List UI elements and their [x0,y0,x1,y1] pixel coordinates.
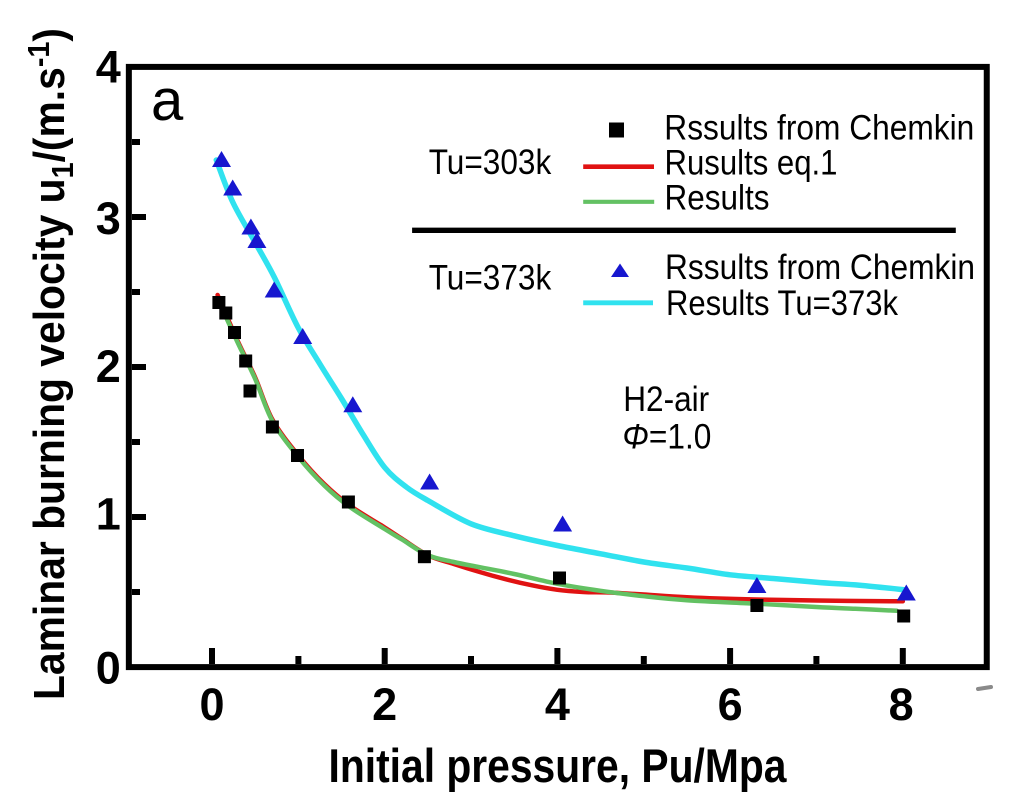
svg-text:Laminar burning velocity u1/(m: Laminar burning velocity u1/(m.s-1) [21,28,80,700]
svg-text:Results Tu=373k: Results Tu=373k [666,284,898,323]
svg-text:2: 2 [372,679,397,730]
svg-text:Rssults from Chemkin: Rssults from Chemkin [664,108,974,147]
svg-text:a: a [151,68,184,133]
svg-text:Results: Results [665,179,770,218]
svg-text:Tu=373k: Tu=373k [429,259,552,298]
svg-text:Φ=1.0: Φ=1.0 [622,418,711,457]
svg-text:8: 8 [889,679,914,730]
svg-text:0: 0 [96,643,121,694]
svg-text:2: 2 [96,341,121,392]
svg-text:1: 1 [96,489,121,540]
svg-text:Rusults eq.1: Rusults eq.1 [665,144,838,183]
svg-text:4: 4 [545,679,570,730]
svg-text:6: 6 [718,679,743,730]
svg-text:0: 0 [199,679,224,730]
svg-text:Initial pressure, Pu/Mpa: Initial pressure, Pu/Mpa [329,739,788,792]
svg-text:Tu=303k: Tu=303k [429,143,552,182]
svg-text:3: 3 [96,193,121,244]
svg-text:Rssults from Chemkin: Rssults from Chemkin [665,248,975,287]
svg-text:4: 4 [96,42,121,93]
svg-text:H2-air: H2-air [623,380,709,419]
